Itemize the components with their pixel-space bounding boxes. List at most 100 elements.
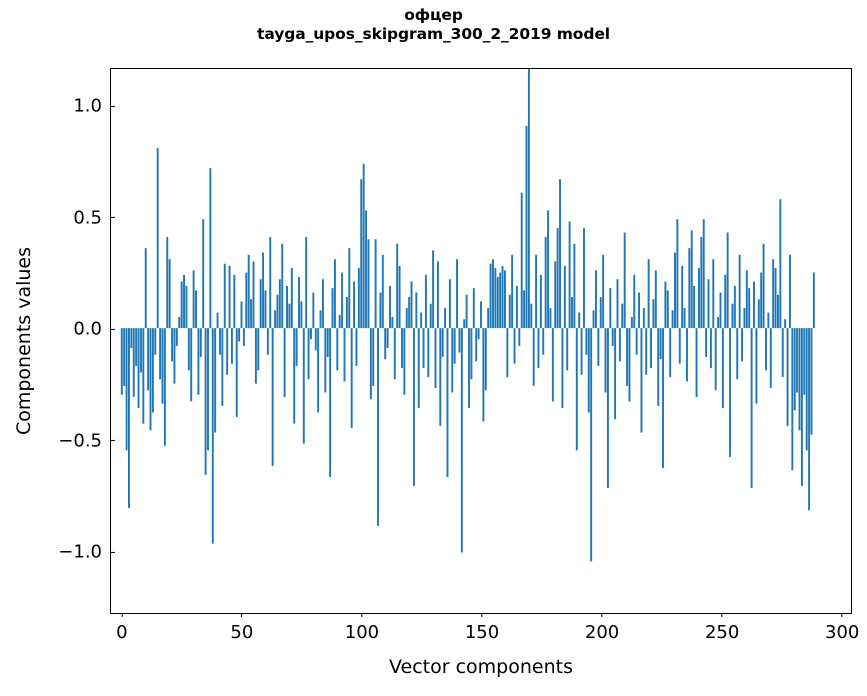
bar: [583, 228, 585, 329]
bar: [350, 328, 353, 429]
bar: [221, 328, 224, 406]
bar: [676, 219, 679, 329]
bar: [365, 210, 368, 329]
bar: [499, 272, 502, 329]
bar: [542, 328, 545, 355]
bar: [369, 328, 372, 400]
bar: [353, 281, 356, 329]
bar: [396, 243, 399, 329]
bar: [211, 328, 214, 544]
bar: [259, 279, 262, 329]
bar: [599, 297, 602, 329]
bar: [168, 259, 171, 329]
y-axis-tick-mark: [111, 551, 116, 553]
bar: [362, 163, 365, 329]
bar: [355, 328, 358, 366]
bar: [247, 254, 250, 329]
bar: [135, 328, 138, 366]
bar-series: [120, 69, 815, 562]
x-axis-tick-mark: [841, 613, 843, 618]
bar: [800, 328, 803, 486]
bar: [590, 328, 593, 562]
bar: [642, 308, 645, 329]
bar: [738, 254, 741, 329]
bar: [190, 328, 193, 402]
bar: [453, 328, 456, 364]
bar: [209, 168, 212, 329]
bar: [616, 279, 619, 329]
plot-area: 1.0 0.5 0.0 −0.5 −1.0 0 50 100 150 200 250 300: [58, 68, 859, 643]
bar: [765, 328, 767, 371]
bar: [408, 297, 411, 329]
bar: [575, 328, 578, 451]
bar: [678, 328, 681, 364]
bar: [312, 292, 315, 329]
x-axis-tick-label: 150: [464, 622, 500, 643]
bar: [681, 265, 684, 329]
bar: [709, 328, 712, 369]
bar: [235, 328, 238, 418]
bar: [594, 270, 597, 329]
bar: [195, 290, 197, 329]
bar: [571, 297, 573, 329]
bar: [700, 237, 703, 329]
bar: [554, 261, 557, 329]
bar: [242, 328, 245, 346]
y-axis-tick: 0.5: [73, 207, 116, 228]
bar: [578, 312, 581, 329]
bar: [630, 316, 633, 329]
bar: [367, 239, 370, 329]
bar: [712, 259, 715, 329]
bar: [228, 265, 231, 329]
bar: [465, 294, 468, 329]
bar: [669, 328, 672, 377]
bar: [743, 308, 746, 329]
bar: [159, 328, 162, 380]
bar: [386, 328, 389, 349]
bar: [429, 303, 432, 329]
bar: [733, 285, 736, 329]
bar: [156, 148, 159, 329]
bar: [654, 270, 657, 329]
x-axis-tick: 0: [116, 613, 128, 643]
chart-title-line1: офцер: [404, 6, 463, 24]
bar: [290, 268, 293, 329]
x-axis-tick-label: 0: [116, 622, 128, 643]
bar: [187, 328, 190, 371]
bar: [314, 328, 317, 351]
bar: [683, 308, 686, 329]
x-axis-tick: 100: [345, 613, 379, 643]
bar: [178, 316, 181, 329]
bar: [434, 328, 437, 389]
bar: [537, 328, 540, 369]
bar: [262, 252, 265, 329]
bar: [345, 297, 348, 329]
bar: [640, 328, 643, 433]
bar: [147, 328, 150, 391]
bar: [463, 319, 466, 329]
bar: [503, 270, 506, 329]
bar: [223, 263, 226, 329]
bar: [307, 328, 310, 380]
y-axis-tick-label: −1.0: [58, 541, 102, 563]
bar: [604, 328, 607, 393]
bar: [786, 328, 789, 426]
x-axis-tick-mark: [121, 613, 123, 618]
x-axis-tick-label: 250: [704, 622, 740, 643]
bar: [484, 328, 487, 391]
bar: [120, 328, 123, 395]
bar: [139, 328, 142, 373]
bar: [753, 281, 755, 329]
bar: [317, 328, 320, 413]
bar: [417, 328, 420, 409]
bar: [384, 328, 387, 360]
bar: [690, 230, 693, 329]
bar: [274, 310, 277, 329]
bar: [424, 274, 427, 329]
chart-title-line2: tayga_upos_skipgram_300_2_2019 model: [257, 24, 610, 43]
bar: [784, 319, 787, 329]
bar: [276, 294, 279, 329]
bar: [717, 316, 720, 329]
x-axis-tick: 150: [465, 613, 499, 643]
x-axis-tick: 300: [825, 613, 859, 643]
